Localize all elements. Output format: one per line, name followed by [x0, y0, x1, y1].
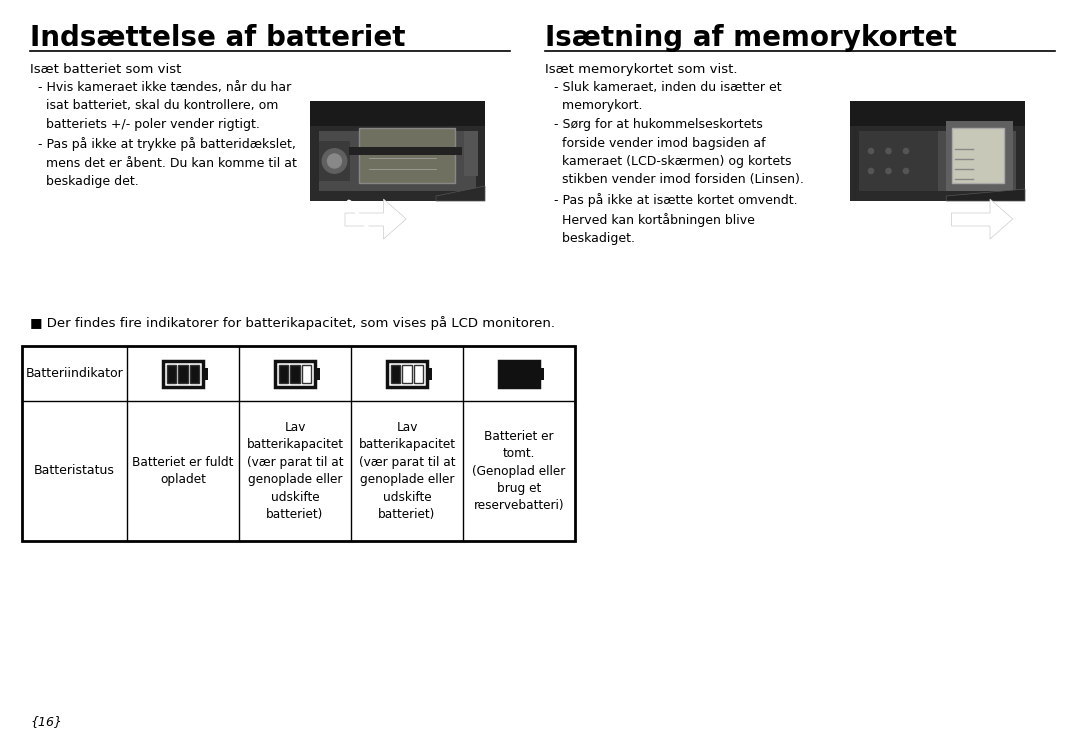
- Bar: [315, 368, 320, 380]
- Bar: [275, 360, 315, 386]
- Text: Batteriet er fuldt
opladet: Batteriet er fuldt opladet: [133, 456, 233, 486]
- Bar: [946, 121, 1013, 191]
- Bar: [178, 365, 188, 383]
- Bar: [414, 365, 423, 383]
- Text: {16}: {16}: [30, 715, 62, 728]
- Bar: [310, 101, 485, 126]
- Bar: [359, 128, 456, 183]
- Text: Batteriet er
tomt.
(Genoplad eller
brug et
reservebatteri): Batteriet er tomt. (Genoplad eller brug …: [472, 430, 566, 513]
- Bar: [163, 360, 203, 386]
- Text: - Sluk kameraet, inden du isætter et
  memorykort.
- Sørg for at hukommelseskort: - Sluk kameraet, inden du isætter et mem…: [554, 81, 804, 245]
- Circle shape: [868, 148, 874, 154]
- Bar: [499, 360, 539, 386]
- Text: Indsættelse af batteriet: Indsættelse af batteriet: [30, 24, 405, 52]
- Text: Isæt batteriet som vist: Isæt batteriet som vist: [30, 63, 181, 76]
- Bar: [349, 147, 462, 155]
- Bar: [203, 368, 208, 380]
- Bar: [951, 128, 1004, 183]
- Circle shape: [886, 169, 891, 174]
- Bar: [167, 365, 176, 383]
- Bar: [539, 368, 544, 380]
- Bar: [319, 141, 350, 181]
- Bar: [859, 131, 937, 191]
- Polygon shape: [951, 199, 1013, 239]
- Bar: [301, 365, 311, 383]
- Polygon shape: [345, 199, 406, 239]
- Text: Batteristatus: Batteristatus: [35, 465, 114, 477]
- Text: ■ Der findes fire indikatorer for batterikapacitet, som vises på LCD monitoren.: ■ Der findes fire indikatorer for batter…: [30, 316, 555, 330]
- Bar: [279, 365, 288, 383]
- Polygon shape: [946, 189, 1025, 201]
- Bar: [403, 365, 411, 383]
- Text: - Hvis kameraet ikke tændes, når du har
  isat batteriet, skal du kontrollere, o: - Hvis kameraet ikke tændes, når du har …: [38, 81, 297, 188]
- Bar: [387, 360, 427, 386]
- Bar: [190, 365, 199, 383]
- Bar: [464, 131, 478, 176]
- Bar: [850, 101, 1025, 126]
- Text: Isætning af memorykortet: Isætning af memorykortet: [545, 24, 957, 52]
- Circle shape: [903, 148, 908, 154]
- Bar: [291, 365, 299, 383]
- Bar: [391, 365, 401, 383]
- Circle shape: [322, 148, 347, 173]
- Bar: [319, 131, 476, 191]
- Bar: [427, 368, 432, 380]
- Bar: [310, 101, 485, 201]
- Circle shape: [327, 154, 341, 168]
- Text: Lav
batterikapacitet
(vær parat til at
genoplade eller
udskifte
batteriet): Lav batterikapacitet (vær parat til at g…: [359, 421, 456, 521]
- Bar: [859, 131, 1016, 191]
- Circle shape: [903, 169, 908, 174]
- Bar: [850, 101, 1025, 201]
- Bar: [22, 346, 575, 541]
- Text: Lav
batterikapacitet
(vær parat til at
genoplade eller
udskifte
batteriet): Lav batterikapacitet (vær parat til at g…: [246, 421, 343, 521]
- Polygon shape: [436, 186, 485, 201]
- Circle shape: [886, 148, 891, 154]
- Circle shape: [868, 169, 874, 174]
- Text: Batteriindikator: Batteriindikator: [26, 367, 123, 380]
- Text: Isæt memorykortet som vist.: Isæt memorykortet som vist.: [545, 63, 738, 76]
